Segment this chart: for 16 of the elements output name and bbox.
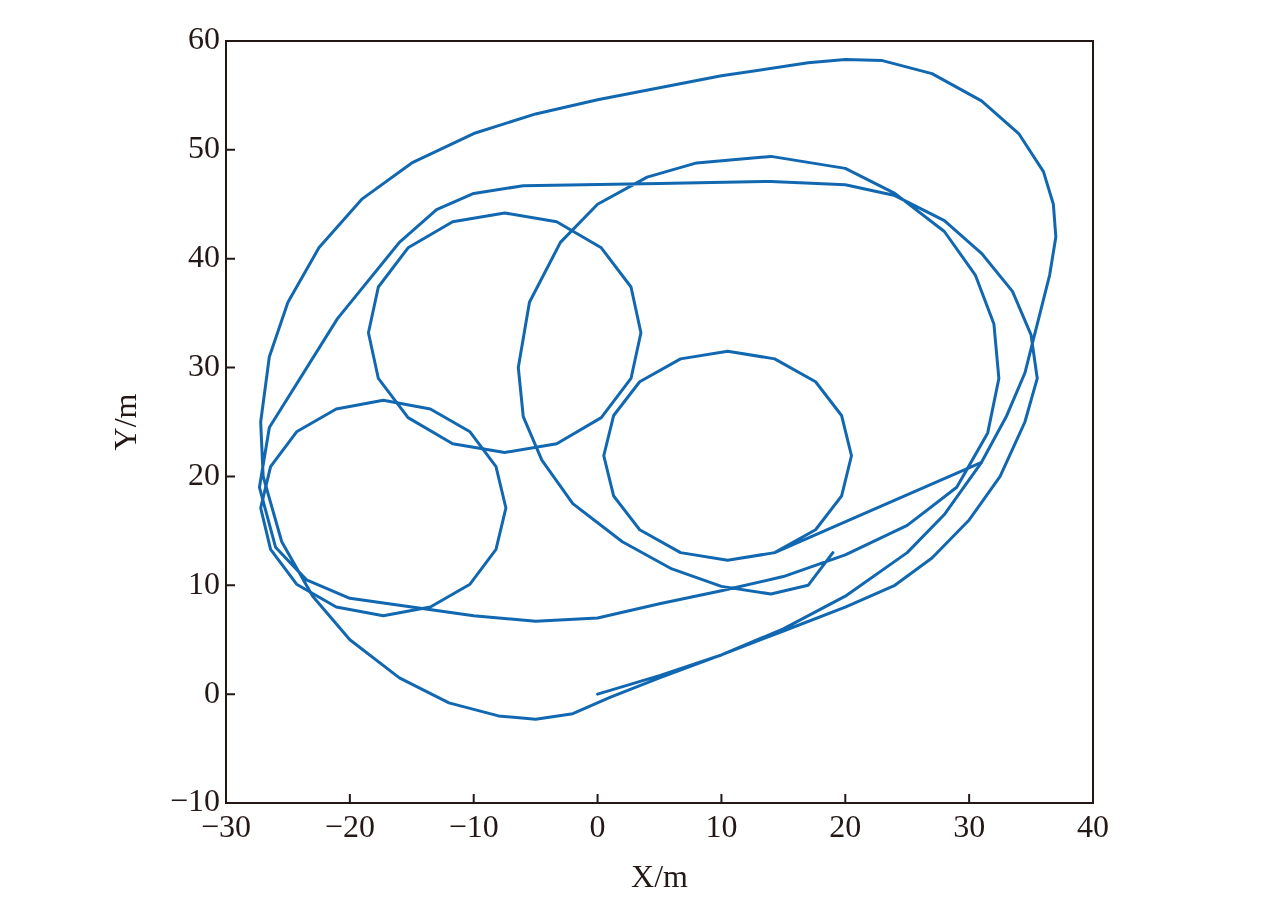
x-axis-title: X/m <box>631 858 689 895</box>
x-tick-label: −20 <box>324 807 375 844</box>
y-tick-label: 60 <box>188 20 220 57</box>
y-tick-label: 50 <box>188 129 220 166</box>
x-tick-label: 10 <box>705 807 738 844</box>
y-tick-label: 30 <box>188 346 220 383</box>
y-tick-label: 0 <box>204 673 220 710</box>
x-tick-label: 20 <box>829 807 862 844</box>
x-tick-label: 30 <box>953 807 986 844</box>
y-tick-label: 10 <box>188 564 220 601</box>
y-tick-label: 20 <box>188 455 220 492</box>
y-tick-label: 40 <box>188 238 220 275</box>
x-tick-label: −10 <box>448 807 499 844</box>
y-axis-title: Y/m <box>106 393 143 451</box>
x-tick-label: 0 <box>589 807 606 844</box>
x-tick-label: 40 <box>1077 807 1109 844</box>
